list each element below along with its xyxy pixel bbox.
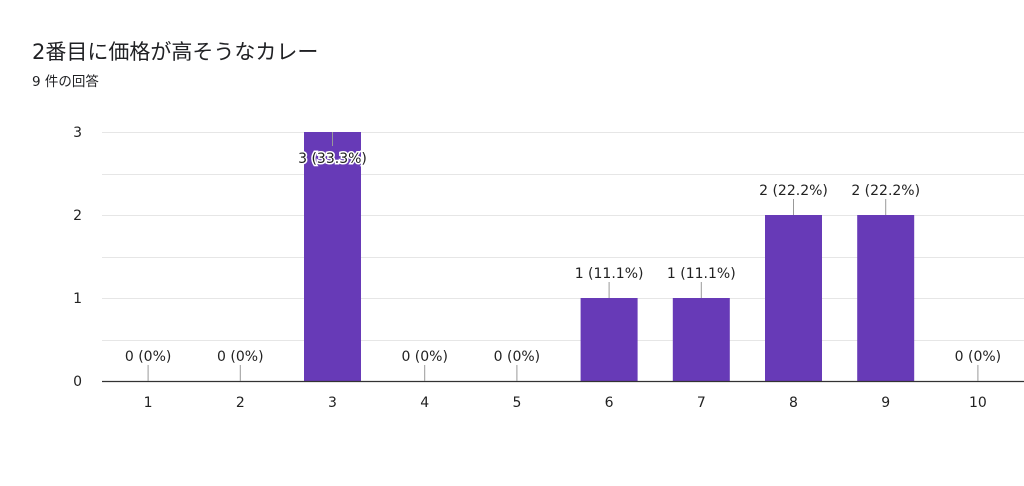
data-label: 1 (11.1%)	[667, 266, 736, 282]
x-tick-label: 7	[697, 395, 706, 411]
x-tick-label: 9	[881, 395, 890, 411]
chart-title: 2番目に価格が高そうなカレー	[32, 40, 319, 64]
x-tick-label: 8	[789, 395, 798, 411]
bar-7	[672, 298, 730, 381]
y-tick-label: 1	[73, 291, 82, 307]
bar-9	[857, 215, 915, 381]
data-label: 2 (22.2%)	[851, 183, 920, 199]
data-label: 1 (11.1%)	[575, 266, 644, 282]
data-label: 0 (0%)	[955, 349, 1002, 365]
x-tick-label: 10	[969, 395, 987, 411]
x-tick-label: 5	[512, 395, 521, 411]
bar-6	[580, 298, 638, 381]
data-label: 0 (0%)	[125, 349, 172, 365]
y-tick-label: 0	[73, 374, 82, 390]
data-label: 3 (33.3%)	[298, 151, 367, 167]
data-label: 0 (0%)	[217, 349, 264, 365]
y-axis-ticks: 0 1 2 3	[73, 125, 82, 390]
y-tick-label: 2	[73, 208, 82, 224]
x-tick-label: 3	[328, 395, 337, 411]
y-tick-label: 3	[73, 125, 82, 141]
data-label: 2 (22.2%)	[759, 183, 828, 199]
bars	[304, 132, 915, 381]
x-tick-label: 1	[144, 395, 153, 411]
bar-3	[304, 132, 361, 381]
bar-8	[765, 215, 822, 381]
x-tick-label: 4	[420, 395, 429, 411]
response-count: 9 件の回答	[32, 74, 99, 90]
x-tick-label: 2	[236, 395, 245, 411]
x-axis-ticks: 1 2 3 4 5 6 7 8 9 10	[144, 395, 987, 411]
data-labels: 0 (0%) 0 (0%) 3 (33.3%) 0 (0%) 0 (0%) 1 (11.1…	[125, 132, 1001, 381]
x-tick-label: 6	[605, 395, 614, 411]
data-label: 0 (0%)	[401, 349, 448, 365]
data-label: 0 (0%)	[494, 349, 541, 365]
